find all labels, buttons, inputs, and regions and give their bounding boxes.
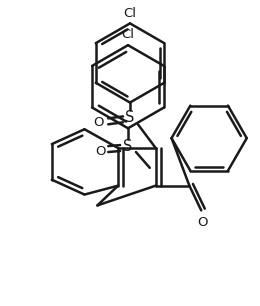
Text: S: S: [125, 110, 135, 125]
Text: Cl: Cl: [121, 28, 134, 41]
Text: O: O: [95, 144, 106, 158]
Text: S: S: [123, 139, 133, 154]
Text: Cl: Cl: [124, 7, 136, 21]
Text: O: O: [197, 216, 207, 229]
Text: O: O: [93, 116, 103, 129]
